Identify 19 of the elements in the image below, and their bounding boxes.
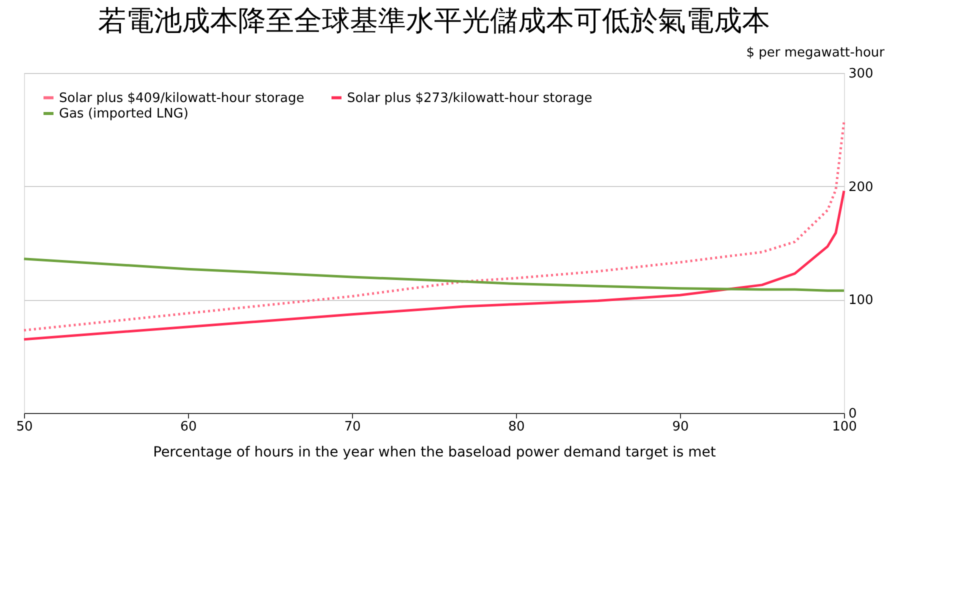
chart-title: 若電池成本降至全球基準水平光儲成本可低於氣電成本 (98, 4, 770, 37)
y-tick-label: 300 (848, 66, 874, 82)
legend-label: Gas (imported LNG) (59, 106, 188, 122)
x-tick-label: 90 (672, 420, 689, 434)
line-series (22, 190, 846, 341)
x-tick-label: 60 (180, 420, 197, 434)
y-tick-label: 0 (848, 406, 857, 422)
x-axis-title: Percentage of hours in the year when the baseload power demand target is met (153, 444, 716, 460)
x-tick-label: 50 (16, 420, 33, 434)
y-axis-title: $ per megawatt-hour (746, 46, 886, 60)
line-series (22, 120, 846, 332)
x-tick-label: 80 (508, 420, 525, 434)
line-series (22, 258, 846, 292)
x-tick-label: 100 (832, 420, 857, 434)
x-tick-label: 70 (344, 420, 361, 434)
legend-label: Solar plus $273/kilowatt-hour storage (347, 90, 592, 106)
legend-label: Solar plus $409/kilowatt-hour storage (59, 90, 304, 106)
y-tick-label: 100 (848, 293, 874, 308)
y-tick-label: 200 (848, 180, 874, 195)
